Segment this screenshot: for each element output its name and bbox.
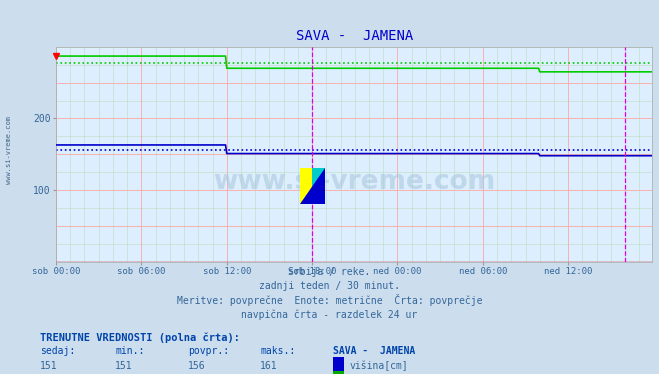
Text: Srbija / reke.: Srbija / reke. [289,267,370,277]
Text: maks.:: maks.: [260,346,295,356]
Title: SAVA -  JAMENA: SAVA - JAMENA [296,29,413,43]
Text: min.:: min.: [115,346,145,356]
Bar [312,168,325,204]
Bar [300,168,312,204]
Text: višina[cm]: višina[cm] [350,361,409,371]
Text: TRENUTNE VREDNOSTI (polna črta):: TRENUTNE VREDNOSTI (polna črta): [40,332,239,343]
Text: www.si-vreme.com: www.si-vreme.com [5,116,12,184]
Text: zadnji teden / 30 minut.: zadnji teden / 30 minut. [259,281,400,291]
Text: 161: 161 [260,361,278,371]
Text: Meritve: povprečne  Enote: metrične  Črta: povprečje: Meritve: povprečne Enote: metrične Črta:… [177,294,482,306]
Text: 151: 151 [40,361,57,371]
Polygon shape [300,168,325,204]
Text: povpr.:: povpr.: [188,346,229,356]
Text: 156: 156 [188,361,206,371]
Text: SAVA -  JAMENA: SAVA - JAMENA [333,346,415,356]
Text: sedaj:: sedaj: [40,346,74,356]
Text: www.si-vreme.com: www.si-vreme.com [213,169,496,195]
Text: navpična črta - razdelek 24 ur: navpična črta - razdelek 24 ur [241,310,418,320]
Text: 151: 151 [115,361,133,371]
